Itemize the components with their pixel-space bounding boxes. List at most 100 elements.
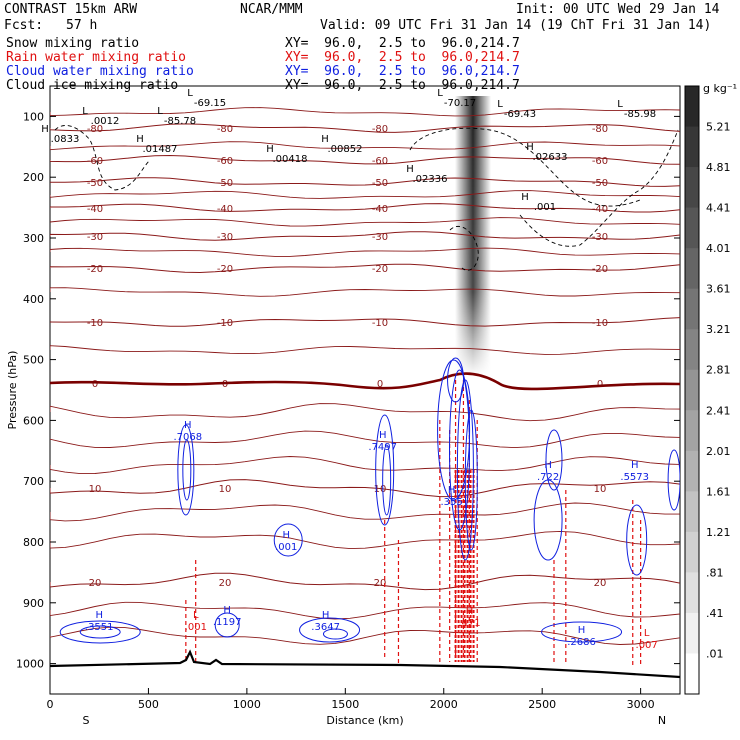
cloud-water-contour <box>182 439 192 501</box>
x-tick-label: 0 <box>47 698 54 711</box>
cloud-water-contour <box>59 620 141 644</box>
temp-contour-label: 20 <box>374 578 387 589</box>
x-tick-label: 500 <box>138 698 159 711</box>
cloud-water-contour <box>545 429 563 491</box>
cloud-water-contour <box>464 409 478 551</box>
temp-contour-line <box>50 502 680 522</box>
colorbar-segment <box>685 572 699 614</box>
temp-contour-label: 10 <box>374 484 387 495</box>
temp-contour-line <box>50 430 680 449</box>
cloud-water-contour <box>382 444 392 516</box>
temp-contour-label: -30 <box>592 232 608 243</box>
colorbar-segment <box>685 491 699 533</box>
plot-frame <box>49 85 681 695</box>
snow-extremum-value: -85.78 <box>164 116 196 127</box>
colorbar-segment <box>685 288 699 330</box>
temp-contour-label: 0 <box>377 379 383 390</box>
temp-contour-label: -20 <box>592 264 608 275</box>
temp-contour-line <box>50 154 680 165</box>
cloud-water-contour <box>667 449 680 511</box>
temp-contour-line <box>50 247 680 257</box>
cloud-water-contour <box>533 479 563 561</box>
cloud-water-extremum-value: .722 <box>537 472 559 483</box>
y-tick-label: 500 <box>23 354 44 367</box>
temp-contour-label: -40 <box>217 204 233 215</box>
temp-contour-label: 10 <box>219 484 232 495</box>
field-cloudwater-xy: XY= 96.0, 2.5 to 96.0,214.7 <box>285 64 520 79</box>
temp-contour-label: -50 <box>217 178 233 189</box>
temp-contour-label: 0 <box>222 379 228 390</box>
cloud-water-contour <box>79 625 121 639</box>
temp-contour-label: 0 <box>92 379 98 390</box>
temp-contour-line <box>50 141 680 151</box>
snow-extremum-type: L <box>617 99 623 110</box>
cloud-water-extremum-type: H <box>282 530 290 541</box>
temp-contour-label: -10 <box>217 318 233 329</box>
colorbar-level-label: .01 <box>706 647 724 660</box>
colorbar-segment <box>685 653 699 695</box>
temp-contour-label: -20 <box>217 264 233 275</box>
y-tick-label: 300 <box>23 232 44 245</box>
colorbar-segment <box>685 167 699 209</box>
cloud-water-contour <box>273 523 303 557</box>
colorbar-frame <box>684 85 700 695</box>
snow-extremum-value: .00852 <box>328 144 363 155</box>
snow-extremum-type: L <box>82 106 88 117</box>
field-snow-xy: XY= 96.0, 2.5 to 96.0,214.7 <box>285 36 520 51</box>
forecast-hour: 57 h <box>66 18 98 33</box>
cloud-water-extremum-value: .7068 <box>173 432 202 443</box>
snow-extremum-type: L <box>187 88 193 99</box>
terrain-line <box>50 649 680 679</box>
temp-contour-label: -30 <box>372 232 388 243</box>
colorbar-level-label: 2.01 <box>706 445 731 458</box>
cloud-water-contour <box>177 424 195 516</box>
colorbar-level-label: 4.01 <box>706 242 731 255</box>
cloud-water-extremum-value: .2686 <box>567 637 596 648</box>
y-tick-label: 400 <box>23 293 44 306</box>
x-tick-label: 2500 <box>528 698 556 711</box>
temp-contour-line <box>50 287 680 297</box>
cloud-water-extremum-value: .001 <box>275 542 297 553</box>
colorbar-level-label: 4.41 <box>706 202 731 215</box>
temp-contour-line <box>50 601 680 620</box>
x-tick-label: 1500 <box>331 698 359 711</box>
colorbar-segment <box>685 531 699 573</box>
cloud-water-extremum-value: .3551 <box>85 622 114 633</box>
cloud-water-contour <box>447 357 465 403</box>
temp-contour-label: 10 <box>89 484 102 495</box>
extrema-labels: L-69.15L-70.17 L-69.43L-85.98L.0012L-85.7… <box>41 88 658 651</box>
snow-extremum-type: H <box>41 124 49 135</box>
colorbar-level-label: .41 <box>706 607 724 620</box>
model-title: CONTRAST 15km ARW <box>4 2 138 17</box>
temp-contour-line <box>50 190 680 199</box>
cloud-water-extremum-value: .1197 <box>213 617 242 628</box>
x-tick-label: 1000 <box>233 698 261 711</box>
colorbar-level-label: 2.41 <box>706 404 731 417</box>
cloud-ice-contour <box>449 225 479 271</box>
rain-extremum-value: .007 <box>636 640 658 651</box>
y-tick-label: 800 <box>23 536 44 549</box>
cloud-water-extremum-value: .5573 <box>620 472 649 483</box>
temp-contour-line <box>50 203 680 213</box>
colorbar-segment <box>685 248 699 290</box>
temp-contour-label: -80 <box>217 124 233 135</box>
temp-contour-label: -20 <box>87 264 103 275</box>
snow-extremum-value: .0012 <box>91 116 120 127</box>
colorbar-segment <box>685 450 699 492</box>
temp-contour-label: -60 <box>217 156 233 167</box>
colorbar-level-label: 4.81 <box>706 161 731 174</box>
snow-extremum-type: H <box>521 192 529 203</box>
snow-extremum-value: -69.43 <box>504 109 536 120</box>
y-tick-label: 900 <box>23 597 44 610</box>
snow-contour <box>54 125 151 191</box>
cloud-water-extremum-type: H <box>322 610 330 621</box>
temp-contour-label: -10 <box>87 318 103 329</box>
temp-contour-line <box>50 231 680 241</box>
cloud-water-extremum-value: .355 <box>440 497 462 508</box>
cloud-water-contour <box>456 379 474 561</box>
temp-contour-label: -10 <box>372 318 388 329</box>
rain-extremum-value: .001 <box>185 622 207 633</box>
colorbar-level-label: 3.21 <box>706 323 731 336</box>
